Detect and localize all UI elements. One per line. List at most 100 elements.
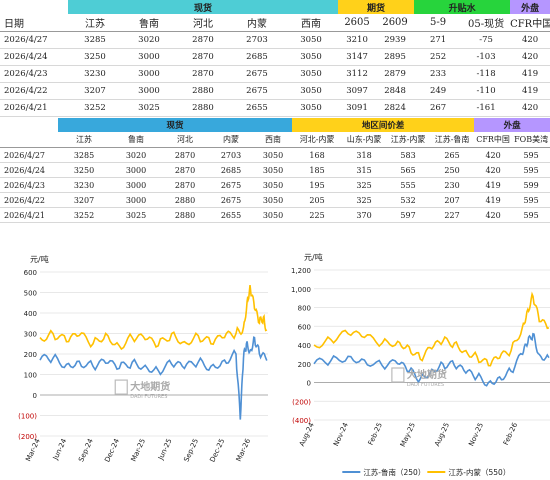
value-cell: 555 xyxy=(386,177,431,193)
value-cell: 195 xyxy=(292,177,343,193)
value-cell: 3230 xyxy=(58,177,110,193)
value-cell: 3050 xyxy=(284,31,339,49)
value-cell: 185 xyxy=(292,162,343,178)
y-tick-label: 1,200 xyxy=(291,267,311,275)
x-tick-label: Mar-25 xyxy=(130,437,147,462)
y-tick-label: 200 xyxy=(24,351,37,359)
date-cell: 2026/4/24 xyxy=(0,48,68,66)
t2-group-header: 外盘 xyxy=(474,118,550,132)
value-cell: 3250 xyxy=(58,162,110,178)
x-tick-label: Sep-25 xyxy=(182,437,200,463)
t1-group-header: 现货 xyxy=(68,0,339,14)
table-row: 2026/4/22 3207 3000 2880 2675 3050 3097 2848 249… xyxy=(0,82,550,100)
value-cell: 325 xyxy=(342,192,387,208)
spot-futures-table: 现货 期货 升贴水 外盘 日期 江苏 鲁南 河北 内蒙 西南 2605 2609 5-9 05-现货 CFR… xyxy=(0,0,550,117)
y-tick-label: 200 xyxy=(298,361,311,369)
x-tick-label: Dec-25 xyxy=(208,437,226,463)
y-tick-label: 800 xyxy=(298,305,311,313)
value-cell: 325 xyxy=(342,177,387,193)
t2-group-row: 现货 地区间价差 外盘 xyxy=(0,118,550,132)
column-header: CFR中国 xyxy=(474,132,513,148)
y-tick-label: 600 xyxy=(24,269,37,277)
value-cell: 2870 xyxy=(162,147,208,163)
value-cell: 3050 xyxy=(254,192,293,208)
value-cell: 3000 xyxy=(110,177,162,193)
column-header: 江苏-内蒙 xyxy=(386,132,431,148)
x-tick-label: Jun-24 xyxy=(51,437,68,462)
y-tick-label: (200) xyxy=(18,433,37,441)
column-header: 山东-内蒙 xyxy=(342,132,387,148)
y-tick-label: (100) xyxy=(18,413,37,421)
value-cell: 265 xyxy=(430,147,475,163)
column-header: 河北 xyxy=(162,132,208,148)
value-cell: 583 xyxy=(386,147,431,163)
column-header: FOB美湾 xyxy=(512,132,550,148)
column-header: 5-9 xyxy=(414,14,463,32)
value-cell: 250 xyxy=(430,162,475,178)
value-cell: 2895 xyxy=(376,48,415,66)
series-line xyxy=(39,336,268,420)
value-cell: 3250 xyxy=(68,48,122,66)
x-tick-label: Aug-25 xyxy=(433,421,451,447)
value-cell: 3252 xyxy=(58,207,110,223)
y-tick-label: 0 xyxy=(33,392,37,400)
chart-jiangsu-spread: 元/吨 1,200 1,000 800 600 400 200 0 (200) (400) Aug-… xyxy=(291,252,550,477)
value-cell: 3000 xyxy=(110,162,162,178)
y-tick-label: 600 xyxy=(298,323,311,331)
column-header: 西南 xyxy=(284,14,339,32)
date-cell: 2026/4/22 xyxy=(0,192,58,208)
value-cell: 3050 xyxy=(254,162,293,178)
value-cell: 420 xyxy=(510,99,550,117)
y-tick-label: (200) xyxy=(292,398,311,406)
value-cell: 599 xyxy=(512,177,550,193)
column-header: 西南 xyxy=(254,132,293,148)
value-cell: 419 xyxy=(510,82,550,100)
value-cell: 420 xyxy=(474,207,513,223)
value-cell: 2880 xyxy=(162,207,208,223)
value-cell: 2870 xyxy=(162,162,208,178)
value-cell: 3147 xyxy=(338,48,377,66)
value-cell: 2655 xyxy=(230,99,284,117)
y-tick-label: 400 xyxy=(298,342,311,350)
table-row: 2026/4/27 3285 3020 2870 2703 3050 168 318 583 26… xyxy=(0,147,550,163)
y-tick-label: 1,000 xyxy=(291,286,311,294)
value-cell: 227 xyxy=(430,207,475,223)
value-cell: 2880 xyxy=(176,99,230,117)
t2-group-header: 地区间价差 xyxy=(292,118,475,132)
value-cell: 3050 xyxy=(254,147,293,163)
y-tick-label: (400) xyxy=(292,417,311,425)
value-cell: 230 xyxy=(430,177,475,193)
value-cell: 420 xyxy=(510,31,550,49)
t1-group-header: 外盘 xyxy=(510,0,550,14)
value-cell: 419 xyxy=(474,177,513,193)
value-cell: 2939 xyxy=(376,31,415,49)
column-header: CFR中国 xyxy=(510,14,550,32)
y-tick-label: 500 xyxy=(24,290,37,298)
x-tick-label: Mar-26 xyxy=(235,437,253,463)
value-cell: 2824 xyxy=(376,99,415,117)
value-cell: 3050 xyxy=(284,65,339,83)
value-cell: 595 xyxy=(512,207,550,223)
t1-header-row: 日期 江苏 鲁南 河北 内蒙 西南 2605 2609 5-9 05-现货 CFR中国 xyxy=(0,14,550,32)
table-row: 2026/4/21 3252 3025 2880 2655 3050 225 370 597 22… xyxy=(0,207,550,223)
value-cell: -103 xyxy=(462,48,511,66)
watermark-text: 大地期货 xyxy=(407,368,447,381)
x-tick-label: Jun-25 xyxy=(156,437,173,462)
table-row: 2026/4/24 3250 3000 2870 2685 3050 185 315 565 25… xyxy=(0,162,550,178)
column-header xyxy=(0,132,58,148)
t1-group-header: 升贴水 xyxy=(414,0,511,14)
value-cell: 3252 xyxy=(68,99,122,117)
date-cell: 2026/4/27 xyxy=(0,31,68,49)
value-cell: 2870 xyxy=(162,177,208,193)
y-axis-label: 元/吨 xyxy=(304,252,323,262)
watermark-logo xyxy=(114,379,128,395)
value-cell: 2675 xyxy=(208,177,254,193)
table-row: 2026/4/23 3230 3000 2870 2675 3050 195 325 555 23… xyxy=(0,177,550,193)
watermark-logo xyxy=(391,367,405,383)
y-tick-label: 0 xyxy=(307,380,311,388)
watermark-subtext: DADI FUTURES xyxy=(407,382,444,388)
value-cell: 2870 xyxy=(176,31,230,49)
x-tick-label: Feb-25 xyxy=(367,421,384,446)
value-cell: 3020 xyxy=(122,31,176,49)
value-cell: 2880 xyxy=(176,82,230,100)
